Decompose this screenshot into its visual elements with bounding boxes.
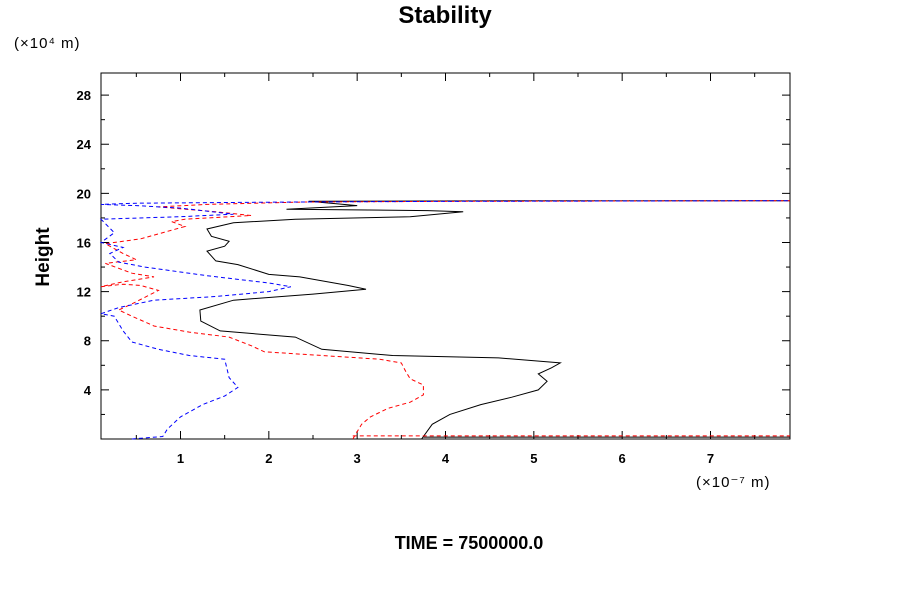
x-tick-label: 3 (354, 451, 361, 466)
y-tick-label: 24 (77, 137, 92, 152)
y-unit-note: (×10⁴ m) (14, 35, 81, 52)
y-tick-label: 8 (84, 334, 91, 349)
y-tick-label: 28 (77, 88, 91, 103)
blue-dashed-series (99, 200, 791, 440)
x-tick-label: 1 (177, 451, 184, 466)
plot-frame (100, 72, 791, 440)
y-tick-label: 16 (77, 235, 91, 250)
red-dashed-series (100, 200, 791, 440)
y-tick-label: 4 (84, 383, 92, 398)
x-tick-label: 2 (265, 451, 272, 466)
x-tick-label: 6 (619, 451, 626, 466)
x-tick-label: 7 (707, 451, 714, 466)
y-tick-label: 20 (77, 186, 91, 201)
chart-title: Stability (398, 2, 492, 29)
x-tick-label: 5 (530, 451, 537, 466)
x-tick-label: 4 (442, 451, 450, 466)
y-axis-label: Height (33, 227, 54, 287)
time-footer: TIME = 7500000.0 (395, 533, 544, 553)
y-tick-label: 12 (77, 285, 91, 300)
solid-black-series (199, 200, 790, 440)
x-unit-note: (×10⁻⁷ m) (696, 474, 770, 491)
data-series (99, 200, 791, 440)
